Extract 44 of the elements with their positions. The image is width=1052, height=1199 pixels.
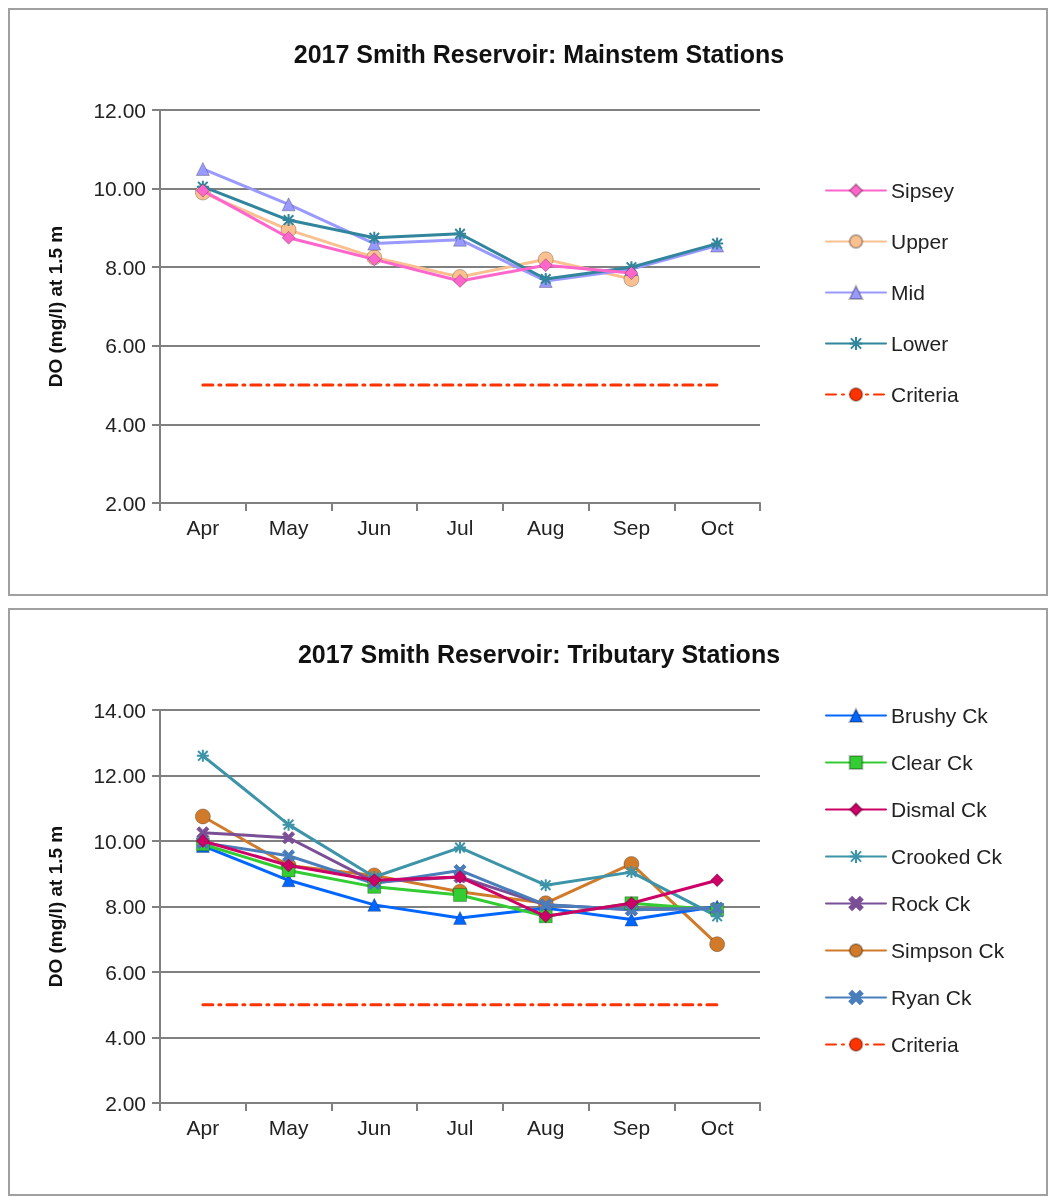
legend-label: Ryan Ck xyxy=(891,986,973,1009)
legend-label: Rock Ck xyxy=(891,892,971,915)
x-tick-label: Oct xyxy=(700,516,734,539)
x-tick-label: Jul xyxy=(446,516,474,539)
y-axis-title: DO (mg/l) at 1.5 m xyxy=(45,225,66,388)
legend-label: Dismal Ck xyxy=(891,798,988,821)
legend-label: Upper xyxy=(891,230,949,253)
y-tick-label: 8.00 xyxy=(105,255,146,279)
legend-label: Crooked Ck xyxy=(891,845,1003,868)
legend-label: Simpson Ck xyxy=(891,939,1005,962)
y-tick-label: 4.00 xyxy=(105,412,146,436)
y-tick-label: 12.00 xyxy=(93,764,146,787)
legend-label: Mid xyxy=(891,281,925,304)
x-tick-label: Apr xyxy=(186,1116,220,1139)
legend-label: Lower xyxy=(891,332,949,355)
legend-label: Sipsey xyxy=(891,179,955,202)
x-tick-label: Jul xyxy=(446,1116,474,1139)
x-tick-label: Jun xyxy=(357,516,392,539)
y-tick-label: 14.00 xyxy=(93,698,146,722)
legend-label: Criteria xyxy=(891,1033,959,1056)
x-tick-label: Sep xyxy=(612,516,651,539)
y-tick-label: 8.00 xyxy=(105,895,146,918)
y-tick-label: 12.00 xyxy=(93,98,146,122)
x-tick-label: May xyxy=(268,516,309,539)
y-tick-label: 6.00 xyxy=(105,334,146,358)
x-tick-label: Oct xyxy=(700,1116,734,1139)
y-tick-label: 10.00 xyxy=(93,177,146,201)
legend-label: Clear Ck xyxy=(891,751,974,774)
x-tick-label: Jun xyxy=(357,1116,392,1139)
y-tick-label: 10.00 xyxy=(93,829,146,853)
x-tick-label: May xyxy=(268,1116,309,1139)
legend-label: Criteria xyxy=(891,383,959,406)
y-tick-label: 2.00 xyxy=(105,491,146,515)
x-tick-label: Aug xyxy=(527,1116,565,1139)
y-tick-label: 2.00 xyxy=(105,1091,146,1115)
x-tick-label: Sep xyxy=(612,1116,651,1139)
y-axis-title: DO (mg/l) at 1.5 m xyxy=(45,825,66,988)
legend-label: Brushy Ck xyxy=(891,704,989,727)
x-tick-label: Aug xyxy=(527,516,565,539)
chart-title: 2017 Smith Reservoir: Tributary Stations xyxy=(297,639,781,668)
y-tick-label: 6.00 xyxy=(105,960,146,984)
x-tick-label: Apr xyxy=(186,516,220,539)
chart-title: 2017 Smith Reservoir: Mainstem Stations xyxy=(293,39,785,68)
y-tick-label: 4.00 xyxy=(105,1026,146,1049)
